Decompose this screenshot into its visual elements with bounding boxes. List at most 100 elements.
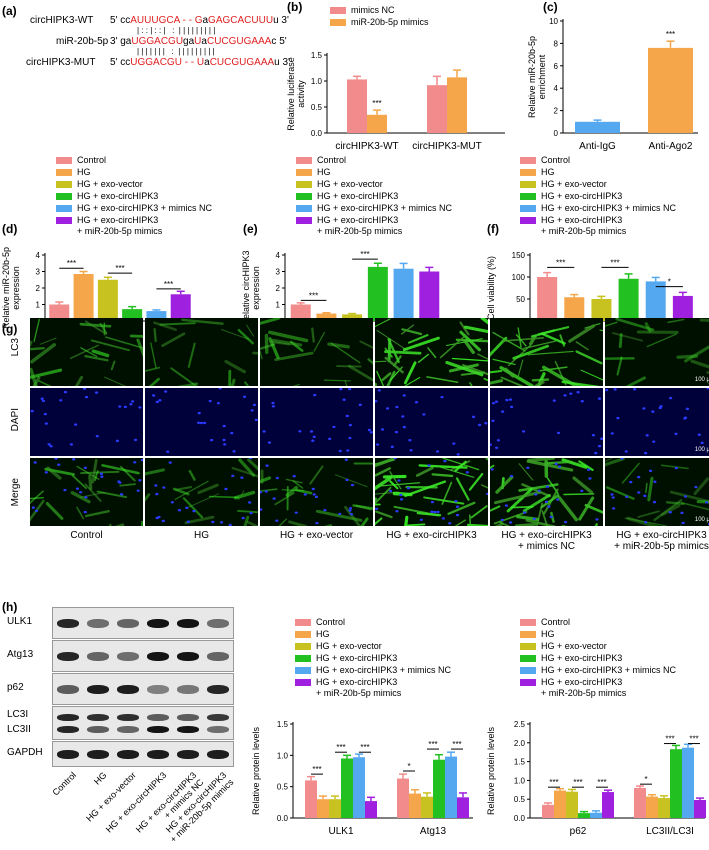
cell-fiber (80, 347, 98, 358)
nucleus (685, 407, 690, 411)
cell-fiber (665, 501, 685, 506)
nucleus (241, 516, 245, 520)
nucleus (395, 405, 399, 409)
cell-fiber (30, 347, 45, 351)
bar (367, 266, 388, 321)
nucleus (44, 471, 48, 474)
blot-label-lc3i: LC3I (7, 709, 29, 720)
bar (658, 798, 670, 818)
nucleus (349, 512, 353, 516)
cell-fiber (292, 383, 300, 386)
nucleus (532, 517, 536, 520)
nucleus (547, 505, 551, 508)
legend-label: HG + exo-circHIPK3 (541, 191, 623, 201)
legend-swatch (520, 205, 536, 212)
nucleus (346, 449, 350, 452)
cell-fiber (244, 381, 250, 386)
legend-item-mimicsnc: HG + exo-circHIPK3 + mimics NC (520, 665, 676, 676)
cell-fiber (514, 522, 537, 526)
cell-fiber (436, 465, 475, 478)
nucleus (419, 518, 423, 521)
nucleus (249, 511, 253, 515)
nucleus (118, 481, 122, 484)
cell-fiber (504, 367, 515, 378)
bar (419, 271, 440, 321)
nucleus (526, 466, 530, 469)
blot-band (207, 726, 229, 733)
significance-label: *** (428, 740, 437, 749)
nucleus (44, 422, 48, 425)
x-tick-label: Anti-Ago2 (649, 141, 693, 152)
cell-fiber (30, 343, 57, 364)
blot-band (207, 618, 229, 628)
nucleus (653, 480, 657, 483)
cell-fiber (99, 322, 108, 334)
cell-fiber (495, 475, 514, 494)
cell-fiber (271, 338, 303, 347)
nucleus (436, 510, 440, 514)
nucleus (95, 434, 99, 438)
legend-item-hg: HG (520, 629, 676, 640)
x-tick-label: Anti-IgG (579, 141, 616, 152)
blot-label-atg13: Atg13 (7, 649, 34, 660)
cell-fiber (525, 519, 556, 526)
cell-fiber (367, 358, 373, 365)
nucleus (455, 505, 460, 508)
cell-fiber (451, 357, 488, 362)
significance-label: *** (610, 258, 619, 267)
cell-fiber (375, 517, 383, 526)
bar (554, 790, 566, 818)
cell-fiber (39, 337, 57, 345)
nucleus (100, 475, 104, 478)
cell-fiber (140, 520, 143, 526)
nucleus (697, 433, 701, 436)
scale-bar-label: 100 μm (694, 377, 709, 383)
chart-h2: 0.0 0.5 1.0 1.5 2.0 2.5 Relative protein level… (486, 720, 706, 837)
micrograph-image (30, 318, 143, 386)
nucleus (138, 406, 142, 409)
cell-fiber (184, 515, 215, 525)
nucleus (267, 441, 272, 444)
cell-fiber (33, 318, 40, 342)
cell-fiber (188, 469, 196, 481)
cell-fiber (404, 376, 421, 386)
nucleus (79, 491, 83, 494)
cell-fiber (500, 376, 524, 386)
nucleus (315, 521, 319, 525)
y-tick-label: 150 (512, 251, 526, 260)
blot-label-gapdh: GAPDH (7, 747, 43, 758)
legend-label: HG + exo-circHIPK3 + mimics NC (541, 203, 677, 213)
legend-swatch (296, 193, 312, 200)
cell-fiber (313, 332, 325, 352)
legend-swatch (295, 643, 311, 650)
panel-label-e: (e) (243, 222, 258, 236)
cell-fiber (653, 499, 683, 522)
legend-item-mir: HG + exo-circHIPK3 + miR-20b-5p mimics (520, 215, 676, 237)
cell-fiber (177, 382, 199, 386)
nucleus (275, 519, 279, 522)
micrograph-dapi-4 (375, 388, 488, 456)
nucleus (199, 421, 204, 425)
nucleus (242, 395, 247, 398)
x-tick-label: ULK1 (328, 826, 353, 837)
cell-fiber (578, 460, 594, 472)
nucleus (668, 510, 672, 514)
nucleus (118, 405, 122, 408)
cell-fiber (693, 477, 709, 496)
cell-fiber (605, 486, 635, 500)
bar (648, 47, 693, 133)
cell-fiber (400, 324, 415, 335)
cell-fiber (237, 509, 258, 514)
cell-fiber (76, 506, 85, 520)
legend-h1: Control HG HG + exo-vector HG + exo-circHIP… (295, 617, 451, 700)
significance-label: *** (666, 30, 675, 39)
bar (329, 799, 341, 818)
wt-row: circHIPK3-WT (30, 15, 94, 26)
y-tick-label: 1.0 (514, 776, 526, 785)
nucleus (232, 450, 236, 453)
nucleus (358, 403, 362, 407)
nucleus (440, 395, 444, 399)
nucleus (486, 492, 488, 496)
legend-f: Control HG HG + exo-vector HG + exo-circHIP… (520, 155, 676, 238)
cell-fiber (381, 372, 392, 382)
